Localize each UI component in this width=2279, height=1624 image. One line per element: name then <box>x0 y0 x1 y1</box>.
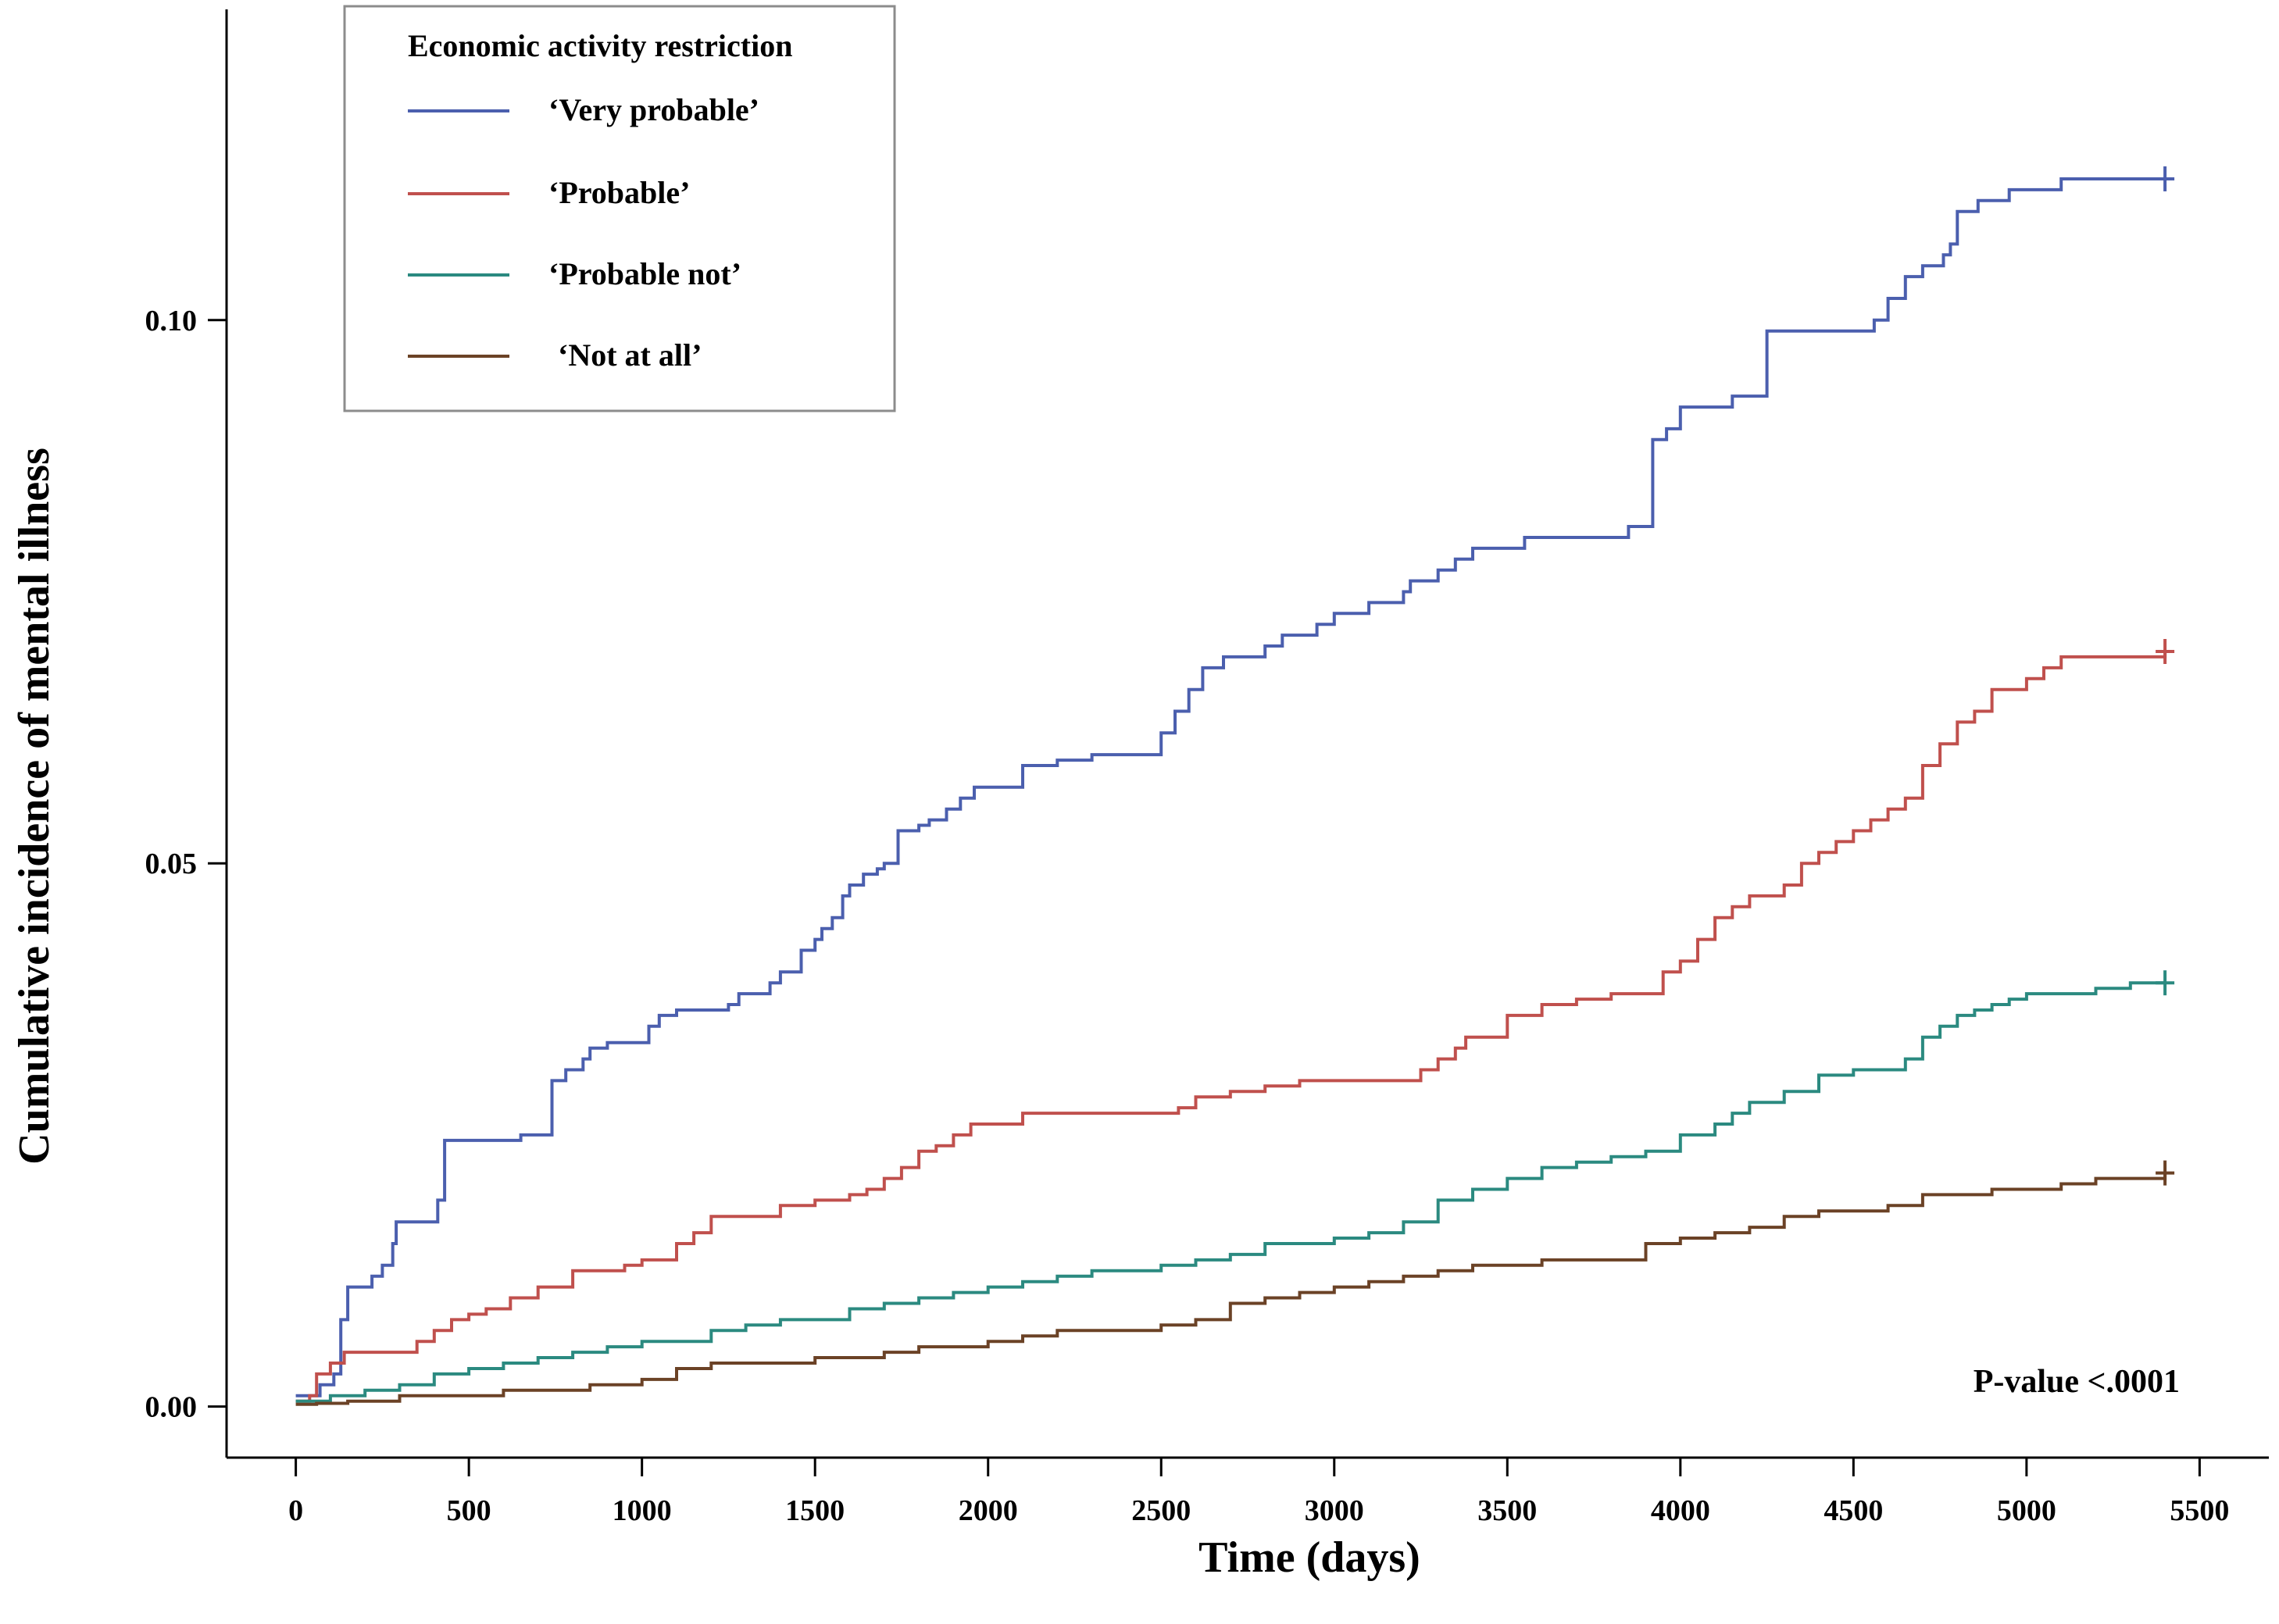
legend-label: ‘Not at all’ <box>558 337 702 373</box>
x-tick-label: 4000 <box>1651 1494 1710 1527</box>
y-axis-title: Cumulative incidence of mental illness <box>10 448 59 1165</box>
legend-label: ‘Probable’ <box>548 175 690 210</box>
series-line <box>295 1172 2167 1406</box>
y-tick-label: 0.10 <box>145 305 198 337</box>
x-tick-label: 2500 <box>1131 1494 1191 1527</box>
y-tick-label: 0.00 <box>145 1391 198 1424</box>
x-tick-label: 3000 <box>1305 1494 1364 1527</box>
x-tick-label: 1500 <box>785 1494 845 1527</box>
y-tick-label: 0.05 <box>145 848 198 880</box>
series-layer <box>295 166 2175 1406</box>
x-tick-label: 5000 <box>1997 1494 2056 1527</box>
p-value-annotation: P-value <.0001 <box>1974 1364 2180 1400</box>
x-axis-title: Time (days) <box>1198 1533 1420 1582</box>
legend-items: ‘Very probable’ ‘Probable’ ‘Probable not’ ‘… <box>408 92 759 373</box>
series-line <box>295 981 2166 1403</box>
series-line <box>295 651 2167 1403</box>
legend-label: ‘Very probable’ <box>548 92 759 127</box>
legend-label: ‘Probable not’ <box>548 256 741 291</box>
x-tick-label: 1000 <box>613 1494 672 1527</box>
x-tick-label: 3500 <box>1477 1494 1537 1527</box>
series-line <box>295 177 2166 1397</box>
legend-title: Economic activity restriction <box>408 28 792 63</box>
x-tick-label: 0 <box>288 1494 303 1527</box>
x-tick-label: 2000 <box>959 1494 1018 1527</box>
x-tick-label: 4500 <box>1824 1494 1883 1527</box>
x-tick-label: 5500 <box>2170 1494 2229 1527</box>
axes <box>225 9 2269 1459</box>
legend: Economic activity restriction ‘Very prob… <box>343 5 896 412</box>
x-tick-label: 500 <box>447 1494 491 1527</box>
ticks: 0 500 1000 1500 2000 2500 3000 3500 4000 4500 5000… <box>145 305 2230 1527</box>
legend-box <box>343 5 896 412</box>
